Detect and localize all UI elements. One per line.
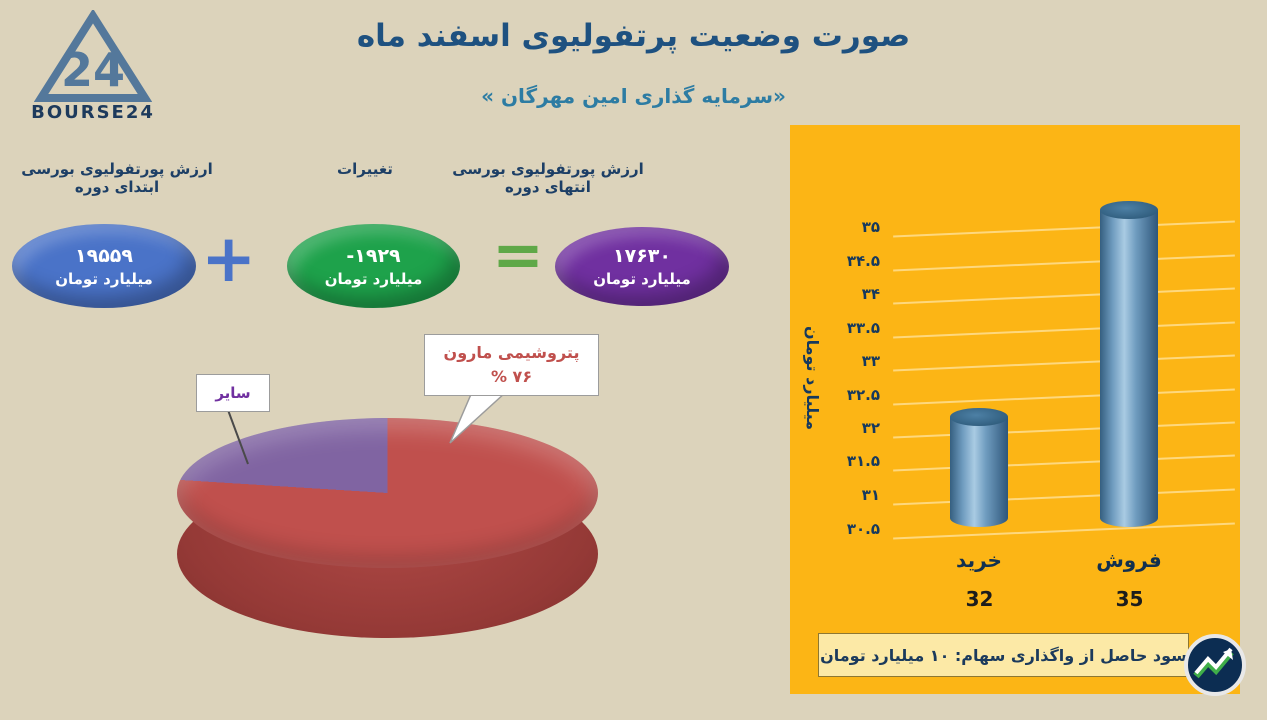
pie-callout-maroon-percent: ۷۶ % (490, 367, 533, 386)
bar-buy (950, 408, 1008, 536)
gridline (893, 388, 1235, 406)
pie-callout-maroon-name: پتروشیمی مارون (443, 343, 580, 362)
bar-chart-panel: میلیارد تومان ۳۵ ۳۴.۵ ۳۴ ۳۳.۵ ۳۳ ۳۲.۵ ۳۲… (790, 125, 1246, 696)
gridline (893, 321, 1235, 339)
gridline (893, 354, 1235, 372)
gridline (893, 522, 1235, 540)
page-title: صورت وضعیت پرتفولیوی اسفند ماه (356, 18, 911, 54)
gridline (893, 421, 1235, 439)
gridline (893, 220, 1235, 238)
bar-value-buy: 32 (965, 587, 994, 611)
plus-operator: + (201, 220, 257, 297)
logo-mark-text: 24 (61, 43, 125, 97)
start-unit: میلیارد تومان (55, 269, 153, 288)
bar-sell-body (1100, 210, 1158, 527)
gridline (893, 287, 1235, 305)
callout-pointer-main (449, 391, 508, 444)
pie-callout-other-name: سایر (215, 384, 251, 402)
pie-chart (177, 418, 598, 568)
value-bubble-end: ۱۷۶۳۰ میلیارد تومان (555, 227, 729, 306)
value-bubble-change: -۱۹۲۹ میلیارد تومان (287, 224, 460, 308)
start-value: ۱۹۵۵۹ (75, 244, 133, 267)
bar-sell (1100, 201, 1158, 536)
y-axis-label: میلیارد تومان (803, 325, 822, 431)
y-axis-tick: ۳۱.۵ (846, 452, 880, 470)
bar-buy-cap (950, 408, 1008, 426)
bourse24-badge-icon (1184, 634, 1246, 696)
change-value: -۱۹۲۹ (346, 244, 401, 267)
page-subtitle: «سرمایه گذاری امین مهرگان » (481, 84, 786, 108)
label-changes: تغییرات (337, 160, 393, 178)
value-bubble-start: ۱۹۵۵۹ میلیارد تومان (12, 224, 196, 308)
end-value: ۱۷۶۳۰ (613, 245, 671, 267)
bar-value-sell: 35 (1115, 587, 1144, 611)
end-unit: میلیارد تومان (593, 270, 691, 288)
y-axis-tick: ۳۳.۵ (846, 319, 880, 337)
y-axis-tick: ۳۴ (861, 285, 880, 303)
y-axis-tick: ۳۵ (861, 218, 880, 236)
bar-sell-cap (1100, 201, 1158, 219)
logo-triangle (33, 8, 153, 102)
category-label-sell: فروش (1096, 548, 1162, 572)
bar-buy-body (950, 417, 1008, 527)
bourse24-logo: 24 BOURSE24 (26, 8, 160, 123)
gridline (893, 254, 1235, 272)
label-portfolio-end: ارزش پورتفولیوی بورسی انتهای دوره (452, 160, 644, 196)
y-axis-tick: ۳۳ (861, 352, 880, 370)
callout-pointer-other (227, 409, 249, 465)
gridline (893, 488, 1235, 506)
pie-callout-maroon: پتروشیمی مارون ۷۶ % (424, 334, 599, 396)
bourse24-logo-mark-icon: 24 (33, 8, 153, 102)
gridline (893, 454, 1235, 472)
y-axis-tick: ۳۱ (861, 486, 880, 504)
equals-operator: = (492, 218, 544, 291)
profit-note: سود حاصل از واگذاری سهام: ۱۰ میلیارد توم… (818, 633, 1189, 677)
change-unit: میلیارد تومان (324, 269, 423, 288)
y-axis-tick: ۳۰.۵ (846, 520, 880, 538)
pie-callout-other: سایر (196, 374, 270, 412)
logo-wordmark: BOURSE24 (31, 102, 155, 123)
label-portfolio-start: ارزش پورتفولیوی بورسی ابتدای دوره (21, 160, 213, 196)
y-axis-tick: ۳۲.۵ (846, 386, 880, 404)
y-axis-tick: ۳۲ (861, 419, 880, 437)
category-label-buy: خرید (956, 548, 1002, 572)
y-axis-tick: ۳۴.۵ (846, 252, 880, 270)
